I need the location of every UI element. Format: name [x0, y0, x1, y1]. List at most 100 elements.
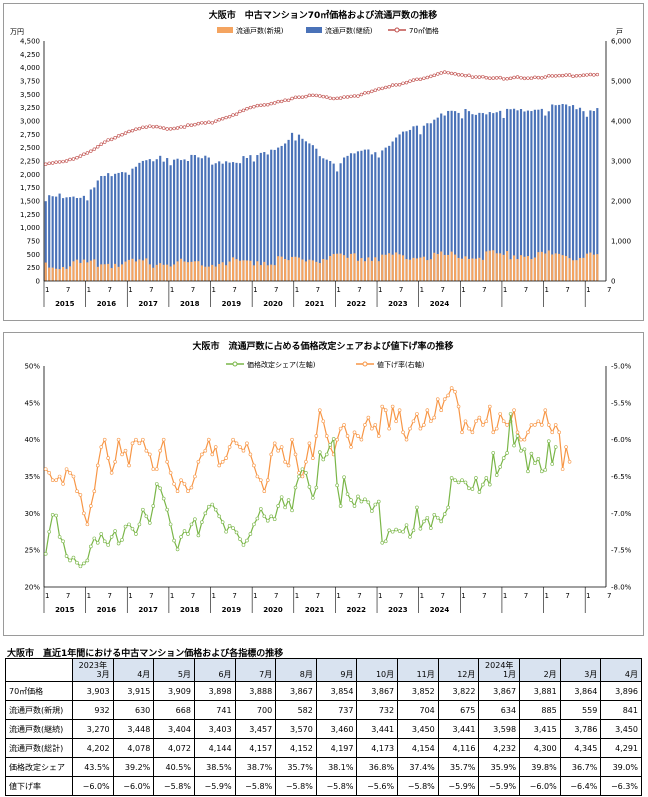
table-cell: 732: [356, 700, 399, 720]
share-point: [227, 524, 232, 528]
cut-rate-point: [446, 393, 450, 398]
bar-continuing: [62, 198, 65, 281]
table-cell: −5.6%: [356, 776, 399, 796]
bar-new: [596, 254, 599, 281]
table-header-cell: 11月: [397, 658, 439, 682]
right-tick-label: -7.5%: [611, 547, 632, 555]
cut-rate-point: [526, 430, 530, 435]
legend-price-label: 70㎡価格: [409, 26, 439, 35]
bar-continuing: [207, 157, 210, 281]
bar-new: [280, 256, 283, 281]
x-year-label: 2024: [430, 606, 450, 614]
bar-continuing: [592, 111, 595, 281]
table-cell: 3,864: [559, 681, 602, 701]
bar-new: [127, 259, 131, 281]
table-cell: 4,154: [397, 738, 439, 758]
indicator-table: 2023年 3月 4月 5月 6月 7月 8月 9月 10月 11月 12月 2024年 1月 2月 3月 4…: [5, 658, 642, 796]
price-point: [155, 124, 159, 129]
table-cell: 39.0%: [600, 757, 642, 777]
bar-continuing: [388, 145, 391, 281]
table-cell: 3,450: [600, 719, 642, 739]
bar-new: [415, 258, 419, 281]
share-point: [113, 529, 117, 533]
bar-continuing: [214, 163, 217, 281]
table-cell: −6.0%: [112, 776, 155, 796]
share-point: [286, 498, 291, 502]
table-cell: 36.8%: [356, 757, 399, 777]
cut-rate-point: [383, 408, 388, 412]
bar-new: [422, 256, 425, 281]
share-point: [217, 514, 221, 519]
price-point: [588, 72, 593, 77]
share-point: [61, 539, 65, 544]
bar-new: [290, 256, 294, 281]
share-point: [120, 538, 124, 542]
price-point: [168, 127, 173, 131]
price-point: [179, 125, 183, 129]
chart1-right-unit: 戸: [616, 28, 623, 36]
table-cell: 675: [437, 700, 480, 720]
price-point: [148, 124, 152, 128]
bar-new: [537, 252, 540, 281]
bar-new: [592, 254, 595, 281]
bar-new: [329, 255, 332, 281]
share-point: [321, 457, 326, 462]
bar-continuing: [58, 193, 61, 281]
cut-rate-point: [109, 471, 114, 475]
bar-continuing: [124, 172, 127, 281]
bar-continuing: [512, 108, 516, 281]
share-point: [401, 529, 405, 534]
share-point: [442, 512, 447, 516]
bar-new: [166, 264, 169, 281]
x-month-label-jan: 1: [378, 286, 382, 294]
bar-new: [131, 258, 134, 281]
cut-rate-point: [314, 434, 319, 438]
price-point: [519, 76, 523, 80]
x-year-label: 2015: [55, 606, 75, 614]
cut-rate-point: [370, 426, 374, 431]
price-point: [75, 155, 79, 160]
bar-continuing: [426, 123, 429, 282]
row-label: 流通戸数(継続): [5, 719, 73, 739]
bar-continuing: [190, 154, 193, 281]
cut-rate-point: [283, 459, 287, 464]
share-point: [415, 505, 419, 510]
cut-rate-point: [252, 463, 256, 468]
cut-rate-point: [491, 430, 496, 435]
bar-new: [72, 261, 75, 281]
bar-continuing: [114, 173, 117, 281]
header-year: [442, 661, 476, 670]
share-point: [411, 528, 416, 533]
x-month-label-jul: 7: [440, 286, 444, 294]
share-point: [200, 520, 204, 524]
price-point: [71, 157, 76, 161]
price-point: [189, 123, 194, 127]
share-point: [297, 474, 301, 479]
share-point: [387, 528, 391, 533]
bar-new: [82, 259, 85, 281]
bar-continuing: [173, 159, 176, 281]
bar-continuing: [526, 110, 530, 281]
price-point: [137, 126, 142, 131]
bar-new: [114, 263, 117, 281]
cut-rate-point: [123, 448, 128, 453]
bar-new: [356, 260, 360, 281]
bar-new: [485, 251, 488, 281]
header-year: [564, 661, 598, 670]
x-month-label-jul: 7: [149, 592, 153, 600]
right-tick-label: -7.0%: [611, 510, 632, 518]
x-year-label: 2019: [222, 300, 242, 308]
bar-continuing: [86, 200, 89, 281]
cut-rate-point: [359, 437, 364, 442]
share-point: [311, 496, 315, 500]
bar-continuing: [72, 196, 75, 281]
x-year-label: 2022: [346, 606, 366, 614]
header-year: [523, 661, 557, 670]
table-cell: 3,448: [112, 719, 155, 739]
price-point: [338, 96, 343, 100]
cut-rate-point: [148, 452, 152, 457]
header-year: [117, 661, 151, 670]
bar-new: [211, 264, 214, 281]
table-header-cell: 7月: [234, 658, 277, 682]
cut-rate-point: [560, 467, 565, 471]
